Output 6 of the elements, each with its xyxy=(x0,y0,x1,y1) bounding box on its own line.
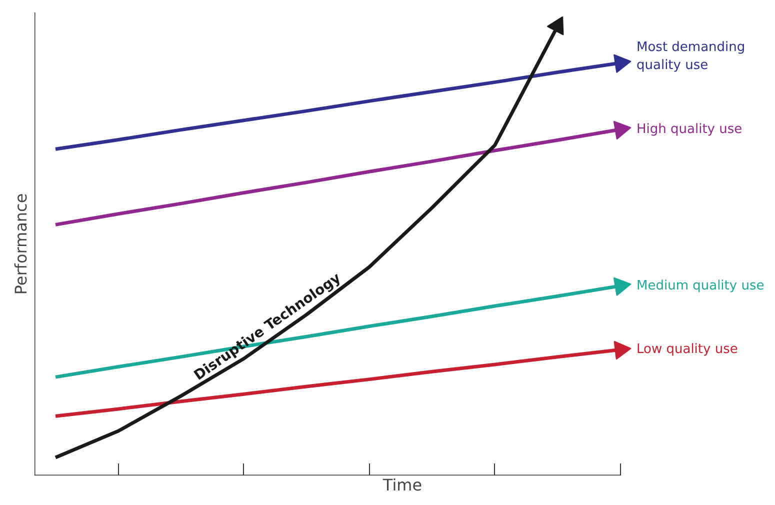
series-label: High quality use xyxy=(636,122,742,137)
series-label: Low quality use xyxy=(636,342,738,358)
y-axis-title: Performance xyxy=(12,193,30,295)
series-label: Most demanding quality use xyxy=(636,40,746,73)
series-label: Medium quality use xyxy=(636,278,764,294)
x-axis-title: Time xyxy=(382,476,422,494)
